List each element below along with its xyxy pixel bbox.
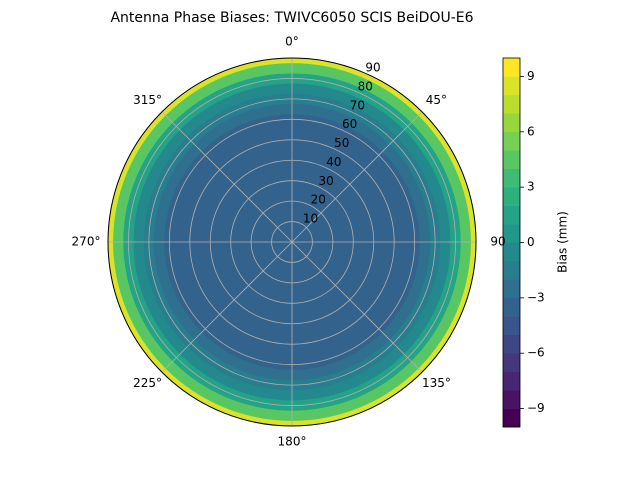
theta-tick-label: 180° bbox=[278, 435, 307, 449]
colorbar-band bbox=[503, 316, 520, 336]
colorbar-tick-label: 0 bbox=[527, 235, 535, 249]
colorbar-band bbox=[503, 297, 520, 317]
colorbar-tick-label: 6 bbox=[527, 124, 535, 138]
colorbar-band bbox=[503, 371, 520, 391]
colorbar-band bbox=[503, 113, 520, 133]
r-tick-label: 90 bbox=[365, 61, 380, 75]
theta-tick-label: 270° bbox=[72, 235, 101, 249]
colorbar-band bbox=[503, 242, 520, 262]
theta-tick-label: 45° bbox=[426, 93, 447, 107]
theta-tick-label: 225° bbox=[133, 376, 162, 390]
colorbar-band bbox=[503, 58, 520, 77]
grid-spoke bbox=[291, 111, 423, 243]
chart-title: Antenna Phase Biases: TWIVC6050 SCIS Bei… bbox=[110, 10, 473, 26]
grid-spoke bbox=[291, 241, 423, 373]
r-tick-label: 30 bbox=[318, 174, 333, 188]
polar-frame bbox=[107, 57, 477, 427]
colorbar-band bbox=[503, 224, 520, 243]
colorbar-band bbox=[503, 150, 520, 169]
theta-tick-label: 135° bbox=[422, 376, 451, 390]
colorbar-label: Bias (mm) bbox=[556, 211, 570, 273]
colorbar-tick-label: 9 bbox=[527, 69, 535, 83]
colorbar-band bbox=[503, 279, 520, 299]
colorbar-band bbox=[503, 353, 520, 372]
colorbar-band bbox=[503, 260, 520, 280]
colorbar-band bbox=[503, 131, 520, 151]
colorbar-band bbox=[503, 408, 520, 428]
colorbar-band bbox=[503, 334, 520, 354]
colorbar-tick-label: −6 bbox=[527, 346, 545, 360]
theta-tick-label: 0° bbox=[285, 35, 299, 49]
r-tick-label: 10 bbox=[303, 212, 318, 226]
r-tick-label: 40 bbox=[326, 155, 341, 169]
r-tick-label: 80 bbox=[358, 79, 373, 93]
colorbar-band bbox=[503, 94, 520, 114]
grid-spoke bbox=[161, 111, 293, 243]
colorbar bbox=[503, 58, 520, 428]
grid bbox=[107, 57, 477, 427]
colorbar-band bbox=[503, 76, 520, 96]
theta-tick-label: 90 bbox=[490, 235, 505, 249]
r-tick-label: 60 bbox=[342, 117, 357, 131]
colorbar-band bbox=[503, 390, 520, 409]
r-tick-label: 50 bbox=[334, 136, 349, 150]
colorbar-tick-label: −9 bbox=[527, 401, 545, 415]
r-tick-label: 20 bbox=[311, 193, 326, 207]
theta-tick-label: 315° bbox=[133, 93, 162, 107]
r-tick-label: 70 bbox=[350, 98, 365, 112]
grid-spoke bbox=[161, 241, 293, 373]
colorbar-tick-label: −3 bbox=[527, 290, 545, 304]
colorbar-band bbox=[503, 205, 520, 225]
colorbar-band bbox=[503, 187, 520, 206]
colorbar-band bbox=[503, 168, 520, 188]
colorbar-tick-label: 3 bbox=[527, 180, 535, 194]
